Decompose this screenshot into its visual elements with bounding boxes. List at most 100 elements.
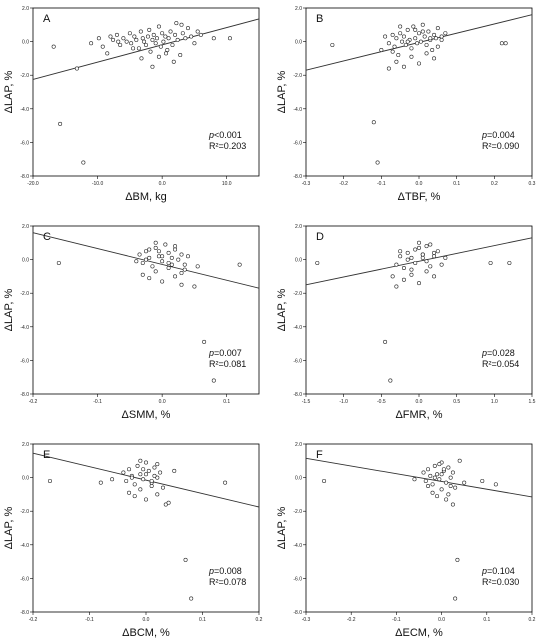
data-point	[173, 274, 178, 279]
panel-d: -8.0 -6.0 -4.0 -2.0 0.0 2.0 -1.5 -1.0 -0.5 0.0 0.5…	[276, 224, 536, 421]
data-point	[195, 29, 200, 34]
x-axis-label: ΔECM, %	[395, 627, 443, 638]
data-point	[138, 487, 143, 492]
y-tick-label: -6.0	[20, 140, 29, 146]
x-tick-label: -0.1	[377, 181, 386, 187]
data-point	[147, 247, 152, 252]
x-tick-label: -1.5	[302, 399, 311, 405]
y-tick-label: -6.0	[20, 358, 29, 364]
data-point	[503, 41, 508, 46]
data-point	[398, 31, 403, 36]
data-point	[173, 32, 178, 37]
data-point	[160, 279, 165, 284]
data-point	[403, 42, 408, 47]
data-point	[413, 36, 418, 41]
data-point	[455, 557, 460, 562]
data-point	[405, 39, 410, 44]
data-point	[401, 277, 406, 282]
y-tick-label: -6.0	[293, 358, 302, 364]
data-point	[198, 32, 203, 37]
x-axis-label: ΔTBF, %	[398, 191, 441, 203]
plot-frame	[305, 7, 533, 177]
panel-e: -8.0 -6.0 -4.0 -2.0 0.0 2.0 -0.2 -0.1 0.0 0.1 0.2 E…	[3, 442, 263, 638]
data-point	[153, 41, 158, 46]
data-point	[156, 249, 161, 254]
data-point	[160, 259, 165, 264]
panel-b: -8.0 -6.0 -4.0 -2.0 0.0 2.0 -0.3 -0.2 -0.1 0.0 0.1…	[276, 6, 536, 203]
data-point	[149, 478, 154, 483]
data-point	[150, 37, 155, 42]
data-point	[140, 272, 145, 277]
data-point	[390, 49, 395, 54]
data-point	[144, 497, 149, 502]
data-point	[182, 262, 187, 267]
y-tick-label: 2.0	[295, 442, 302, 448]
data-point	[169, 262, 174, 267]
data-point	[432, 274, 437, 279]
data-point	[388, 378, 393, 383]
plot-frame	[32, 443, 260, 613]
data-point	[164, 51, 169, 56]
data-point	[154, 36, 159, 41]
data-point	[89, 41, 94, 46]
data-point	[131, 46, 136, 51]
data-point	[401, 34, 406, 39]
y-tick-label: -4.0	[20, 543, 29, 549]
p-value: =0.007	[214, 348, 242, 358]
regression-line	[32, 452, 260, 508]
data-point	[179, 22, 184, 27]
y-tick-label: -6.0	[293, 140, 302, 146]
data-point	[398, 249, 403, 254]
data-point	[176, 257, 181, 262]
y-tick-label: -8.0	[20, 174, 29, 180]
data-point	[51, 44, 56, 49]
data-point	[151, 32, 156, 37]
p-value-text: p=0.104	[481, 566, 515, 576]
data-point	[161, 39, 166, 44]
data-point	[444, 480, 449, 485]
x-tick-label: -0.1	[93, 399, 102, 405]
data-point	[118, 42, 123, 47]
data-point	[96, 36, 101, 41]
data-point	[401, 265, 406, 270]
x-tick-label: -0.2	[347, 617, 356, 623]
data-point	[430, 482, 435, 487]
data-point	[415, 41, 420, 46]
data-point	[420, 22, 425, 27]
data-point	[74, 66, 79, 71]
x-tick-label: -0.5	[377, 399, 386, 405]
data-point	[166, 36, 171, 41]
data-point	[211, 36, 216, 41]
p-value-text: p=0.007	[208, 348, 242, 358]
x-tick-label: 0.2	[491, 181, 498, 187]
data-point	[147, 27, 152, 32]
panel-letter: C	[43, 231, 51, 243]
y-tick-label: -4.0	[293, 325, 302, 331]
p-value-text: p<0.001	[208, 130, 242, 140]
x-axis-label: ΔSMM, %	[122, 409, 171, 421]
data-point	[166, 250, 171, 255]
data-point	[160, 31, 165, 36]
data-point	[145, 34, 150, 39]
data-point	[375, 160, 380, 165]
data-point	[499, 41, 504, 46]
data-point	[172, 468, 177, 473]
data-point	[100, 44, 105, 49]
data-point	[426, 467, 431, 472]
data-point	[158, 470, 163, 475]
p-value: <0.001	[214, 130, 242, 140]
data-point	[443, 255, 448, 260]
data-point	[390, 32, 395, 37]
data-point	[432, 463, 437, 468]
data-point	[127, 490, 132, 495]
data-point	[416, 245, 421, 250]
data-point	[144, 460, 149, 465]
data-point	[405, 27, 410, 32]
data-point	[383, 34, 388, 39]
data-point	[144, 249, 149, 254]
data-point	[398, 24, 403, 29]
x-tick-label: -0.1	[392, 617, 401, 623]
data-point	[405, 250, 410, 255]
data-point	[155, 492, 160, 497]
